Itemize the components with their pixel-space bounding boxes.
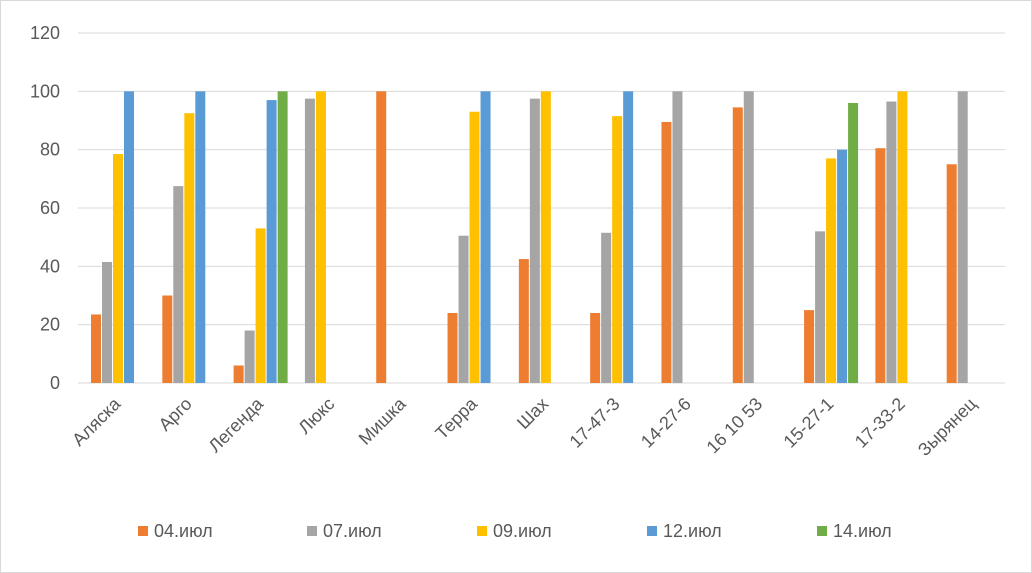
bar-0-0 [91,314,101,383]
bar-2-2 [255,228,266,383]
bar-7-0 [590,313,601,383]
x-tick-label: Легенда [205,393,268,456]
bar-6-0 [518,259,529,383]
bar-10-4 [848,103,859,383]
bar-1-0 [162,295,173,383]
legend: 04.июл 07.июл 09.июл 12.июл 14.июл [138,521,892,541]
bar-2-3 [266,100,277,383]
x-axis-ticks: Аляска Арго Легенда Люкс Мишка Терра Шах 17-47-… [68,393,980,460]
bar-2-4 [277,91,288,383]
x-tick-label: Зырянец [914,394,980,460]
bar-1-3 [195,91,206,383]
legend-label: 12.июл [663,521,722,541]
bar-8-0 [661,121,672,383]
bar-7-1 [601,232,612,383]
y-tick-label: 60 [40,198,60,218]
bar-9-0 [732,107,743,383]
bar-5-1 [458,235,469,383]
x-tick-label: Мишка [355,393,411,449]
y-axis-ticks: 0 20 40 60 80 100 120 [30,23,60,393]
legend-label: 04.июл [154,521,213,541]
x-tick-label: Арго [155,394,196,435]
x-tick-label: 17-47-3 [566,394,624,452]
x-tick-label: 16 10 53 [703,394,767,458]
bar-8-1 [672,91,683,383]
legend-swatch [647,526,657,536]
bar-12-1 [957,91,968,383]
x-tick-label: Терра [432,393,482,443]
legend-swatch [477,526,487,536]
x-tick-label: Аляска [68,393,125,450]
y-tick-label: 40 [40,256,60,276]
bar-10-1 [815,231,826,383]
legend-label: 14.июл [833,521,892,541]
bar-7-2 [612,116,623,383]
legend-swatch [307,526,317,536]
x-tick-label: Шах [513,394,552,433]
legend-swatch [817,526,827,536]
bar-0-3 [124,91,134,383]
y-tick-label: 120 [30,23,60,43]
bar-3-1 [304,98,315,383]
bar-10-2 [826,158,837,383]
bar-0-2 [113,154,123,383]
bar-11-2 [897,91,908,383]
bar-0-1 [102,261,112,383]
bar-6-1 [529,98,540,383]
y-tick-label: 100 [30,81,60,101]
bar-12-0 [946,164,957,383]
legend-label: 09.июл [493,521,552,541]
bar-5-2 [469,111,480,383]
bar-2-0 [233,365,244,383]
bar-2-1 [244,330,255,383]
y-tick-label: 0 [50,373,60,393]
bar-1-2 [184,113,195,383]
bar-5-3 [480,91,491,383]
bar-11-0 [875,148,886,383]
y-tick-label: 80 [40,140,60,160]
bar-7-3 [623,91,634,383]
bar-6-2 [540,91,551,383]
bar-5-0 [447,313,458,383]
legend-swatch [138,526,148,536]
x-tick-label: 15-27-1 [780,394,838,452]
bar-11-1 [886,101,897,384]
bar-9-1 [743,91,754,383]
bars [91,91,968,384]
bar-4-0 [376,91,387,383]
x-tick-label: Люкс [294,394,338,438]
bar-3-2 [315,91,326,383]
bar-1-1 [173,186,184,383]
x-tick-label: 17-33-2 [851,394,909,452]
x-tick-label: 14-27-6 [637,394,695,452]
bar-10-0 [804,310,815,383]
y-tick-label: 20 [40,315,60,335]
legend-label: 07.июл [323,521,382,541]
bar-10-3 [837,149,848,383]
